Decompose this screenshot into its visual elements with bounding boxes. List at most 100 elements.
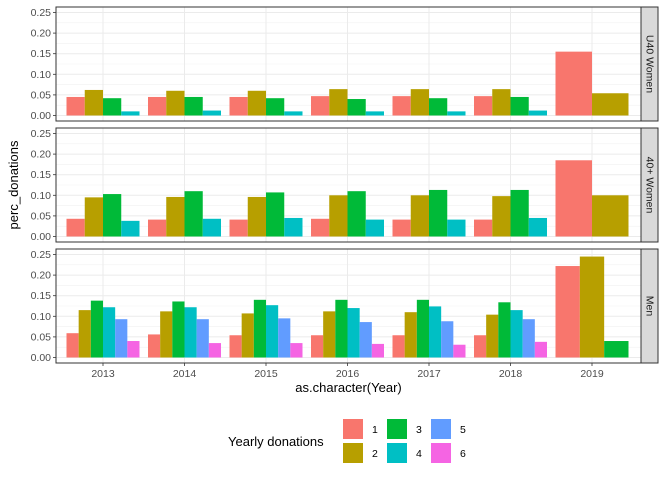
bar-u40-women-2017-series-4: [447, 111, 466, 116]
bar-men-2017-series-4: [429, 306, 442, 358]
bar-u40-women-2014-series-2: [166, 90, 185, 116]
legend-title: Yearly donations: [228, 434, 324, 449]
bar-u40-women-2014-series-1: [148, 96, 167, 116]
bar-men-2015-series-2: [241, 313, 254, 358]
bar-u40-women-2013-series-2: [84, 89, 103, 116]
y-tick-label: 0.00: [31, 352, 52, 364]
bar-men-2013-series-2: [78, 310, 91, 358]
facet-strip-label: U40 Women: [644, 35, 656, 93]
facet-strip-label: Men: [644, 296, 656, 317]
bar-men-2015-series-4: [266, 305, 279, 358]
bar-men-2016-series-5: [359, 322, 372, 358]
legend-label-4: 4: [416, 448, 422, 460]
bar-men-2019-series-3: [604, 341, 629, 358]
bar-40-women-2015-series-3: [266, 192, 285, 237]
bar-u40-women-2016-series-1: [311, 96, 330, 116]
bar-men-2017-series-6: [453, 344, 466, 358]
bar-men-2016-series-3: [335, 299, 348, 358]
y-tick-label: 0.15: [31, 169, 52, 181]
bar-men-2013-series-5: [115, 319, 128, 358]
bar-men-2014-series-3: [172, 301, 185, 358]
y-tick-label: 0.20: [31, 28, 52, 40]
bar-40-women-2016-series-4: [365, 219, 384, 237]
x-axis-title: as.character(Year): [295, 380, 401, 395]
legend-key-3: [387, 419, 407, 439]
bar-40-women-2018-series-4: [528, 217, 547, 237]
bar-men-2013-series-4: [103, 307, 116, 358]
legend-key-2: [343, 443, 363, 463]
bar-40-women-2014-series-3: [184, 191, 203, 237]
bar-men-2015-series-6: [290, 343, 303, 358]
bar-40-women-2013-series-1: [66, 218, 85, 237]
bar-men-2013-series-3: [90, 300, 103, 358]
bar-u40-women-2013-series-1: [66, 96, 85, 116]
bar-u40-women-2014-series-4: [202, 110, 221, 116]
y-tick-label: 0.05: [31, 331, 52, 343]
bar-men-2018-series-2: [486, 314, 499, 358]
bar-men-2019-series-2: [579, 256, 605, 358]
bar-men-2015-series-1: [229, 335, 242, 358]
bar-men-2018-series-6: [534, 341, 547, 358]
bar-men-2013-series-6: [127, 341, 140, 358]
bar-40-women-2019-series-2: [592, 195, 629, 237]
bar-u40-women-2016-series-3: [347, 99, 366, 116]
bar-40-women-2015-series-4: [284, 217, 303, 237]
bar-men-2018-series-1: [474, 335, 487, 358]
y-tick-label: 0.05: [31, 89, 52, 101]
bar-40-women-2014-series-1: [148, 219, 167, 237]
bar-u40-women-2019-series-2: [592, 93, 629, 116]
legend-label-5: 5: [460, 424, 466, 436]
bar-men-2015-series-3: [253, 299, 266, 358]
bar-u40-women-2015-series-4: [284, 111, 303, 116]
x-tick-label: 2015: [254, 368, 278, 380]
bar-u40-women-2014-series-3: [184, 96, 203, 116]
y-tick-label: 0.00: [31, 231, 52, 243]
y-tick-label: 0.00: [31, 110, 52, 122]
bar-u40-women-2019-series-1: [555, 51, 592, 116]
bar-40-women-2018-series-3: [510, 189, 529, 237]
bar-men-2016-series-1: [311, 335, 324, 358]
bar-40-women-2018-series-1: [474, 219, 493, 237]
bar-men-2014-series-1: [148, 334, 161, 358]
x-tick-label: 2016: [336, 368, 360, 380]
y-tick-label: 0.20: [31, 270, 52, 282]
bar-men-2016-series-4: [347, 308, 360, 358]
y-tick-label: 0.25: [31, 128, 52, 140]
legend-label-6: 6: [460, 448, 466, 460]
bar-u40-women-2017-series-2: [410, 89, 429, 116]
x-tick-label: 2013: [91, 368, 115, 380]
x-tick-label: 2019: [580, 368, 604, 380]
bar-40-women-2015-series-2: [247, 196, 266, 237]
facet-strip: [640, 248, 659, 364]
bar-u40-women-2018-series-4: [528, 110, 547, 116]
bar-40-women-2014-series-2: [166, 196, 185, 237]
bar-men-2016-series-2: [323, 311, 336, 358]
bar-40-women-2018-series-2: [492, 196, 511, 237]
bar-men-2017-series-5: [441, 321, 454, 358]
bar-men-2015-series-5: [278, 318, 291, 358]
bar-men-2014-series-5: [196, 319, 209, 358]
bar-men-2013-series-1: [66, 333, 79, 358]
x-tick-label: 2017: [417, 368, 441, 380]
y-tick-label: 0.20: [31, 149, 52, 161]
y-tick-label: 0.15: [31, 290, 52, 302]
x-tick-label: 2014: [173, 368, 197, 380]
y-tick-label: 0.10: [31, 69, 52, 81]
bar-men-2018-series-3: [498, 302, 511, 358]
bar-u40-women-2017-series-1: [392, 96, 411, 116]
bar-u40-women-2017-series-3: [429, 98, 448, 116]
bar-u40-women-2015-series-1: [229, 96, 248, 116]
y-tick-label: 0.25: [31, 249, 52, 261]
bar-men-2018-series-5: [522, 319, 535, 358]
bar-40-women-2013-series-2: [84, 197, 103, 237]
y-tick-label: 0.15: [31, 48, 52, 60]
y-tick-label: 0.25: [31, 7, 52, 19]
bar-men-2016-series-6: [371, 343, 384, 358]
facet-strip: [640, 127, 659, 243]
bar-40-women-2016-series-1: [311, 218, 330, 237]
facet-strip: [640, 6, 659, 122]
bar-40-women-2017-series-4: [447, 219, 466, 237]
bar-men-2017-series-3: [416, 299, 429, 358]
bar-men-2014-series-2: [160, 311, 173, 358]
